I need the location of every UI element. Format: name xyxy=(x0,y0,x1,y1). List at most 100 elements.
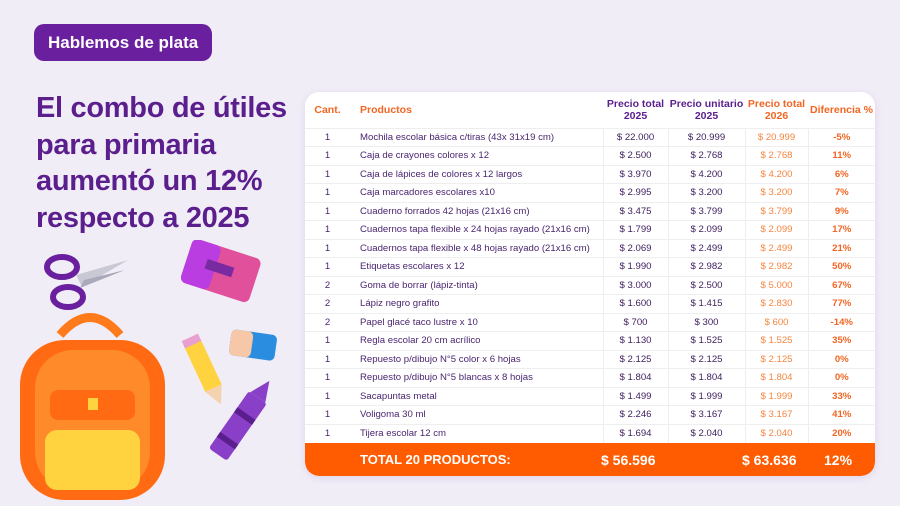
cell-precio-unitario-2025: $ 1.804 xyxy=(667,368,745,387)
cell-cant: 1 xyxy=(305,127,350,147)
cell-precio-unitario-2025: $ 2.099 xyxy=(667,220,745,239)
cell-cant: 1 xyxy=(305,386,350,406)
table-row: 1 Repuesto p/dibujo N°5 blancas x 8 hojas… xyxy=(305,368,875,387)
price-table-card: Cant. Productos Precio total 2025 Precio… xyxy=(305,92,875,476)
cell-diferencia: 50% xyxy=(807,257,875,276)
cell-precio-total-2025: $ 1.694 xyxy=(602,423,668,443)
cell-producto: Goma de borrar (lápiz-tinta) xyxy=(350,275,603,295)
cell-diferencia: 7% xyxy=(807,183,875,202)
cell-precio-total-2025: $ 1.804 xyxy=(602,368,668,387)
cell-cant: 1 xyxy=(305,201,350,221)
cell-precio-total-2025: $ 3.000 xyxy=(602,275,668,295)
cell-precio-total-2025: $ 22.000 xyxy=(602,127,668,147)
cell-precio-total-2025: $ 2.125 xyxy=(602,349,668,369)
cell-producto: Cuaderno forrados 42 hojas (21x16 cm) xyxy=(350,201,603,221)
cell-diferencia: 6% xyxy=(807,164,875,184)
cell-precio-total-2025: $ 1.130 xyxy=(602,331,668,350)
table-row: 2 Papel glacé taco lustre x 10 $ 700 $ 300 $… xyxy=(305,312,875,332)
cell-precio-total-2025: $ 1.799 xyxy=(602,220,668,239)
cell-precio-total-2026: $ 3.200 xyxy=(744,183,808,202)
cell-precio-total-2025: $ 2.069 xyxy=(602,238,668,258)
cell-precio-unitario-2025: $ 2.499 xyxy=(667,238,745,258)
cell-cant: 1 xyxy=(305,405,350,424)
cell-diferencia: 21% xyxy=(807,238,875,258)
price-table: Cant. Productos Precio total 2025 Precio… xyxy=(305,92,875,443)
headline: El combo de útiles para primaria aumentó… xyxy=(36,92,287,234)
cell-cant: 2 xyxy=(305,275,350,295)
table-header-row: Cant. Productos Precio total 2025 Precio… xyxy=(305,92,875,128)
cell-precio-total-2026: $ 3.167 xyxy=(744,405,808,424)
cell-cant: 1 xyxy=(305,349,350,369)
cell-diferencia: 67% xyxy=(807,275,875,295)
cell-precio-total-2026: $ 4.200 xyxy=(744,164,808,184)
cell-precio-total-2026: $ 20.999 xyxy=(744,127,808,147)
cell-producto: Voligoma 30 ml xyxy=(350,405,603,424)
table-row: 1 Repuesto p/dibujo N°5 color x 6 hojas $ … xyxy=(305,349,875,369)
cell-precio-total-2026: $ 2.499 xyxy=(744,238,808,258)
cell-producto: Caja de crayones colores x 12 xyxy=(350,146,603,165)
cell-precio-total-2026: $ 2.830 xyxy=(744,294,808,313)
cell-producto: Sacapuntas metal xyxy=(350,386,603,406)
pencil-icon xyxy=(181,333,222,405)
cell-precio-total-2025: $ 1.600 xyxy=(602,294,668,313)
cell-precio-total-2025: $ 2.500 xyxy=(602,146,668,165)
total-bar: TOTAL 20 PRODUCTOS: $ 56.596 $ 63.636 12… xyxy=(305,443,875,476)
cell-producto: Tijera escolar 12 cm xyxy=(350,423,603,443)
table-row: 1 Tijera escolar 12 cm $ 1.694 $ 2.040 $ 2.0… xyxy=(305,423,875,443)
cell-diferencia: 0% xyxy=(807,349,875,369)
cell-producto: Lápiz negro grafito xyxy=(350,294,603,313)
total-diff: 12% xyxy=(824,451,853,468)
cell-cant: 1 xyxy=(305,331,350,350)
cell-precio-total-2025: $ 1.499 xyxy=(602,386,668,406)
cell-producto: Repuesto p/dibujo N°5 color x 6 hojas xyxy=(350,349,603,369)
cell-producto: Caja marcadores escolares x10 xyxy=(350,183,603,202)
cell-precio-unitario-2025: $ 20.999 xyxy=(667,127,745,147)
cell-cant: 2 xyxy=(305,294,350,313)
header-diferencia: Diferencia % xyxy=(809,103,874,116)
cell-precio-total-2026: $ 2.040 xyxy=(744,423,808,443)
cell-precio-unitario-2025: $ 1.525 xyxy=(667,331,745,350)
table-row: 1 Cuadernos tapa flexible x 24 hojas raya… xyxy=(305,220,875,239)
table-row: 1 Caja de crayones colores x 12 $ 2.500 $ 2… xyxy=(305,146,875,165)
table-row: 1 Sacapuntas metal $ 1.499 $ 1.999 $ 1.999 33… xyxy=(305,386,875,406)
cell-producto: Caja de lápices de colores x 12 largos xyxy=(350,164,603,184)
header-precio-unitario-2025: Precio unitario 2025 xyxy=(669,97,744,122)
cell-precio-unitario-2025: $ 300 xyxy=(667,312,745,332)
table-row: 2 Lápiz negro grafito $ 1.600 $ 1.415 $ 2.83… xyxy=(305,294,875,313)
cell-cant: 2 xyxy=(305,312,350,332)
cell-precio-total-2026: $ 600 xyxy=(744,312,808,332)
cell-cant: 1 xyxy=(305,257,350,276)
cell-cant: 1 xyxy=(305,220,350,239)
school-supplies-illustration xyxy=(20,240,277,500)
table-row: 2 Goma de borrar (lápiz-tinta) $ 3.000 $ 2.… xyxy=(305,275,875,295)
backpack-icon xyxy=(20,313,165,500)
cell-precio-total-2025: $ 3.475 xyxy=(602,201,668,221)
cell-diferencia: 0% xyxy=(807,368,875,387)
cell-precio-total-2026: $ 1.525 xyxy=(744,331,808,350)
cell-producto: Papel glacé taco lustre x 10 xyxy=(350,312,603,332)
crayon-icon xyxy=(209,380,270,460)
header-productos: Productos xyxy=(360,103,412,116)
cell-precio-total-2026: $ 2.125 xyxy=(744,349,808,369)
cell-producto: Etiquetas escolares x 12 xyxy=(350,257,603,276)
cell-precio-total-2026: $ 1.999 xyxy=(744,386,808,406)
table-row: 1 Voligoma 30 ml $ 2.246 $ 3.167 $ 3.167 41% xyxy=(305,405,875,424)
cell-precio-unitario-2025: $ 3.167 xyxy=(667,405,745,424)
header-cant: Cant. xyxy=(314,103,341,116)
cell-diferencia: 17% xyxy=(807,220,875,239)
table-row: 1 Mochila escolar básica c/tiras (43x 31x… xyxy=(305,127,875,147)
cell-producto: Cuadernos tapa flexible x 48 hojas rayad… xyxy=(350,238,603,258)
cell-precio-total-2026: $ 3.799 xyxy=(744,201,808,221)
cell-cant: 1 xyxy=(305,146,350,165)
cell-diferencia: 35% xyxy=(807,331,875,350)
cell-diferencia: 11% xyxy=(807,146,875,165)
table-row: 1 Caja de lápices de colores x 12 largos $… xyxy=(305,164,875,184)
scissors-icon xyxy=(44,254,128,310)
cell-cant: 1 xyxy=(305,164,350,184)
cell-precio-total-2025: $ 2.246 xyxy=(602,405,668,424)
sharpener-icon xyxy=(180,240,261,303)
cell-diferencia: -14% xyxy=(807,312,875,332)
cell-precio-unitario-2025: $ 2.982 xyxy=(667,257,745,276)
table-row: 1 Caja marcadores escolares x10 $ 2.995 $ 3… xyxy=(305,183,875,202)
cell-producto: Regla escolar 20 cm acrílico xyxy=(350,331,603,350)
